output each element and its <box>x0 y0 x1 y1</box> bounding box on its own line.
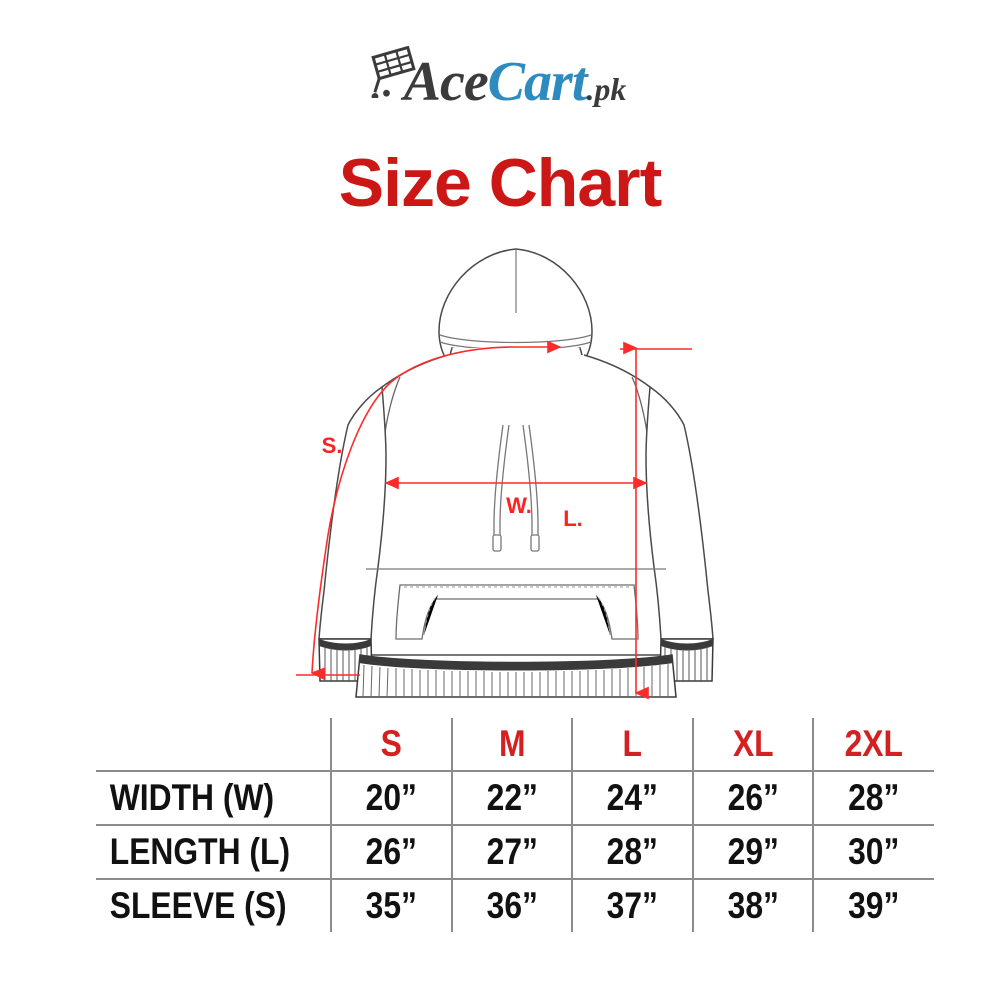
header-cell-s: S <box>338 718 444 772</box>
cell-sleeve-m: 36” <box>459 879 564 932</box>
length-measurement-line <box>620 341 692 700</box>
table-row-sleeve: SLEEVE (S) 35” 36” 37” 38” 39” <box>96 879 934 932</box>
hoodie-body-outline <box>438 248 593 360</box>
cell-width-m: 22” <box>459 771 564 826</box>
cell-width-2xl: 28” <box>820 771 926 826</box>
width-measure-label: W. <box>506 493 532 518</box>
cell-sleeve-s: 35” <box>338 879 444 932</box>
cell-sleeve-l: 37” <box>579 879 685 932</box>
table-header-row: S M L XL 2XL <box>96 718 934 772</box>
table-row-length: LENGTH (L) 26” 27” 28” 29” 30” <box>96 825 934 880</box>
row-label-length: LENGTH (L) <box>96 825 299 880</box>
table-row-width: WIDTH (W) 20” 22” 24” 26” 28” <box>96 771 934 826</box>
header-cell-m: M <box>459 718 564 772</box>
bottom-hem <box>355 654 677 698</box>
page-title: Size Chart <box>338 145 663 221</box>
row-label-width: WIDTH (W) <box>96 771 299 826</box>
header-cell-xl: XL <box>700 718 805 772</box>
brand-logo: Ace Cart .pk <box>0 46 1000 118</box>
cell-length-s: 26” <box>338 825 444 880</box>
cell-length-l: 28” <box>579 825 685 880</box>
row-label-sleeve: SLEEVE (S) <box>109 885 287 926</box>
sleeve-measurement-line <box>296 340 562 681</box>
hoodie-technical-drawing: S. W. L. <box>296 248 714 700</box>
cell-width-s: 20” <box>338 771 444 826</box>
brand-name-tld: .pk <box>586 71 627 107</box>
cell-length-2xl: 30” <box>820 825 926 880</box>
cell-width-xl: 26” <box>700 771 805 826</box>
cell-sleeve-2xl: 39” <box>820 879 926 932</box>
header-cell-l: L <box>579 718 685 772</box>
header-cell-2xl: 2XL <box>820 718 926 772</box>
cell-length-m: 27” <box>459 825 564 880</box>
sleeve-measure-label: S. <box>322 433 343 458</box>
cell-length-xl: 29” <box>700 825 805 880</box>
brand-name-ace: Ace <box>403 51 489 113</box>
hoodie-illustration: S. W. L. <box>0 235 1000 705</box>
cell-sleeve-xl: 38” <box>700 879 805 932</box>
size-chart-table: S M L XL 2XL WIDTH (W) 20” 22” 24” 26” 2… <box>96 718 934 932</box>
length-measure-label: L. <box>563 506 583 531</box>
cell-width-l: 24” <box>579 771 685 826</box>
shopping-cart-icon <box>370 46 416 98</box>
header-cell-blank <box>112 718 315 772</box>
brand-name-cart: Cart <box>487 51 588 113</box>
